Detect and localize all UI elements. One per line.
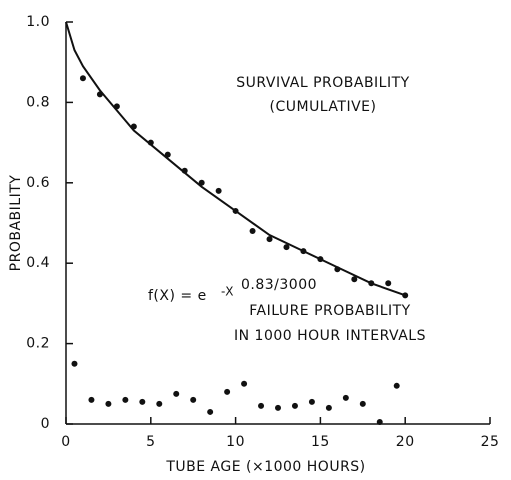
formula: f(X) = e: [148, 288, 207, 304]
data-point: [342, 394, 349, 401]
data-point: [258, 402, 265, 409]
annotation: (CUMULATIVE): [270, 99, 377, 115]
y-tick-label: 1.0: [26, 14, 50, 30]
data-point: [291, 402, 298, 409]
data-point: [266, 236, 273, 243]
formula-power: 0.83/3000: [241, 277, 317, 293]
data-point: [207, 408, 214, 415]
y-axis-label: PROBABILITY: [8, 175, 24, 272]
data-point: [249, 228, 256, 235]
y-tick-label: 0.8: [26, 94, 50, 110]
y-tick-label: 0.6: [26, 175, 50, 191]
data-point: [224, 388, 231, 395]
data-point: [359, 400, 366, 407]
x-axis-label: TUBE AGE (×1000 HOURS): [165, 459, 365, 475]
x-tick-label: 15: [311, 434, 330, 450]
data-point: [105, 400, 112, 407]
annotation: FAILURE PROBABILITY: [249, 303, 410, 319]
data-point: [283, 244, 290, 251]
data-point: [393, 382, 400, 389]
data-point: [79, 75, 86, 82]
data-point: [275, 404, 281, 411]
data-point: [71, 360, 78, 367]
data-point: [88, 396, 95, 403]
data-point: [241, 380, 248, 387]
data-point: [351, 276, 358, 283]
fit-curve: [65, 21, 406, 297]
data-point: [325, 404, 332, 411]
y-tick-label: 0.4: [26, 255, 50, 271]
y-tick-label: 0.2: [26, 336, 50, 352]
annotation: IN 1000 HOUR INTERVALS: [234, 328, 426, 344]
data-point: [215, 187, 222, 194]
y-tick-label: 0: [41, 416, 50, 432]
data-point: [122, 396, 129, 403]
x-tick-label: 20: [396, 434, 415, 450]
annotation: SURVIVAL PROBABILITY: [236, 75, 409, 91]
data-point: [376, 418, 383, 425]
data-point: [139, 398, 146, 405]
x-tick-label: 0: [61, 434, 70, 450]
data-point: [190, 396, 197, 403]
x-tick-label: 25: [481, 434, 500, 450]
formula-exponent: -X: [221, 285, 234, 299]
data-point: [156, 400, 163, 407]
x-tick-label: 5: [146, 434, 155, 450]
data-point: [385, 280, 392, 287]
data-point: [308, 398, 315, 405]
data-point: [173, 390, 180, 397]
x-tick-label: 10: [226, 434, 245, 450]
